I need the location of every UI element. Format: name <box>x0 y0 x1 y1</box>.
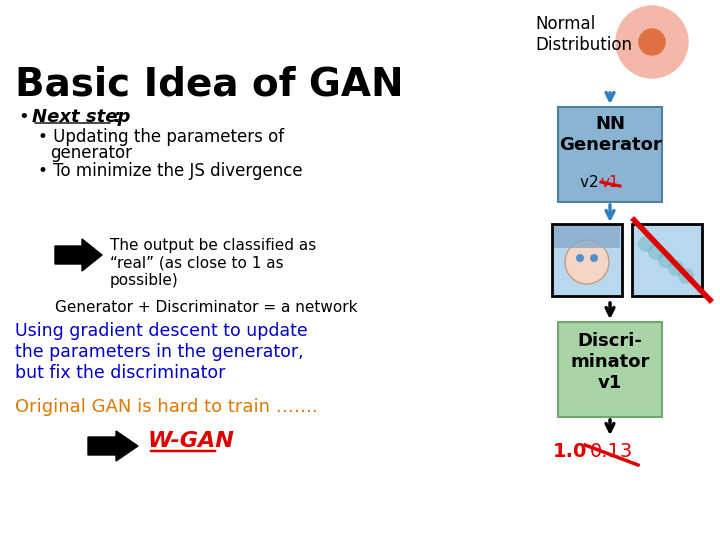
Circle shape <box>638 236 654 252</box>
Text: •: • <box>18 108 29 126</box>
Text: Normal
Distribution: Normal Distribution <box>535 15 632 54</box>
FancyBboxPatch shape <box>552 224 622 296</box>
FancyBboxPatch shape <box>558 107 662 202</box>
Polygon shape <box>554 226 620 248</box>
Text: generator: generator <box>50 144 132 162</box>
Text: 0.13: 0.13 <box>590 442 634 461</box>
Text: The output be classified as
“real” (as close to 1 as
possible): The output be classified as “real” (as c… <box>110 238 316 288</box>
Circle shape <box>678 268 694 284</box>
FancyBboxPatch shape <box>558 322 662 417</box>
Text: • To minimize the JS divergence: • To minimize the JS divergence <box>38 162 302 180</box>
Text: W-GAN: W-GAN <box>148 431 235 451</box>
Text: :: : <box>113 108 120 126</box>
FancyBboxPatch shape <box>632 224 702 296</box>
Text: Original GAN is hard to train …….: Original GAN is hard to train ……. <box>15 398 318 416</box>
Circle shape <box>668 260 684 276</box>
Text: Basic Idea of GAN: Basic Idea of GAN <box>15 65 404 103</box>
Text: NN
Generator: NN Generator <box>559 115 662 154</box>
Polygon shape <box>55 239 102 271</box>
Text: v1: v1 <box>601 175 620 190</box>
Text: Using gradient descent to update
the parameters in the generator,
but fix the di: Using gradient descent to update the par… <box>15 322 307 382</box>
Circle shape <box>658 252 674 268</box>
Text: 1.0: 1.0 <box>553 442 588 461</box>
Text: v2: v2 <box>580 175 603 190</box>
Circle shape <box>565 240 609 284</box>
Text: Discri-
minator
v1: Discri- minator v1 <box>570 332 649 392</box>
Text: Next step: Next step <box>32 108 130 126</box>
Circle shape <box>616 6 688 78</box>
Circle shape <box>639 29 665 55</box>
Circle shape <box>648 244 664 260</box>
Circle shape <box>576 254 584 262</box>
Text: Generator + Discriminator = a network: Generator + Discriminator = a network <box>55 300 358 315</box>
Polygon shape <box>88 431 138 461</box>
Text: • Updating the parameters of: • Updating the parameters of <box>38 128 284 146</box>
Circle shape <box>590 254 598 262</box>
